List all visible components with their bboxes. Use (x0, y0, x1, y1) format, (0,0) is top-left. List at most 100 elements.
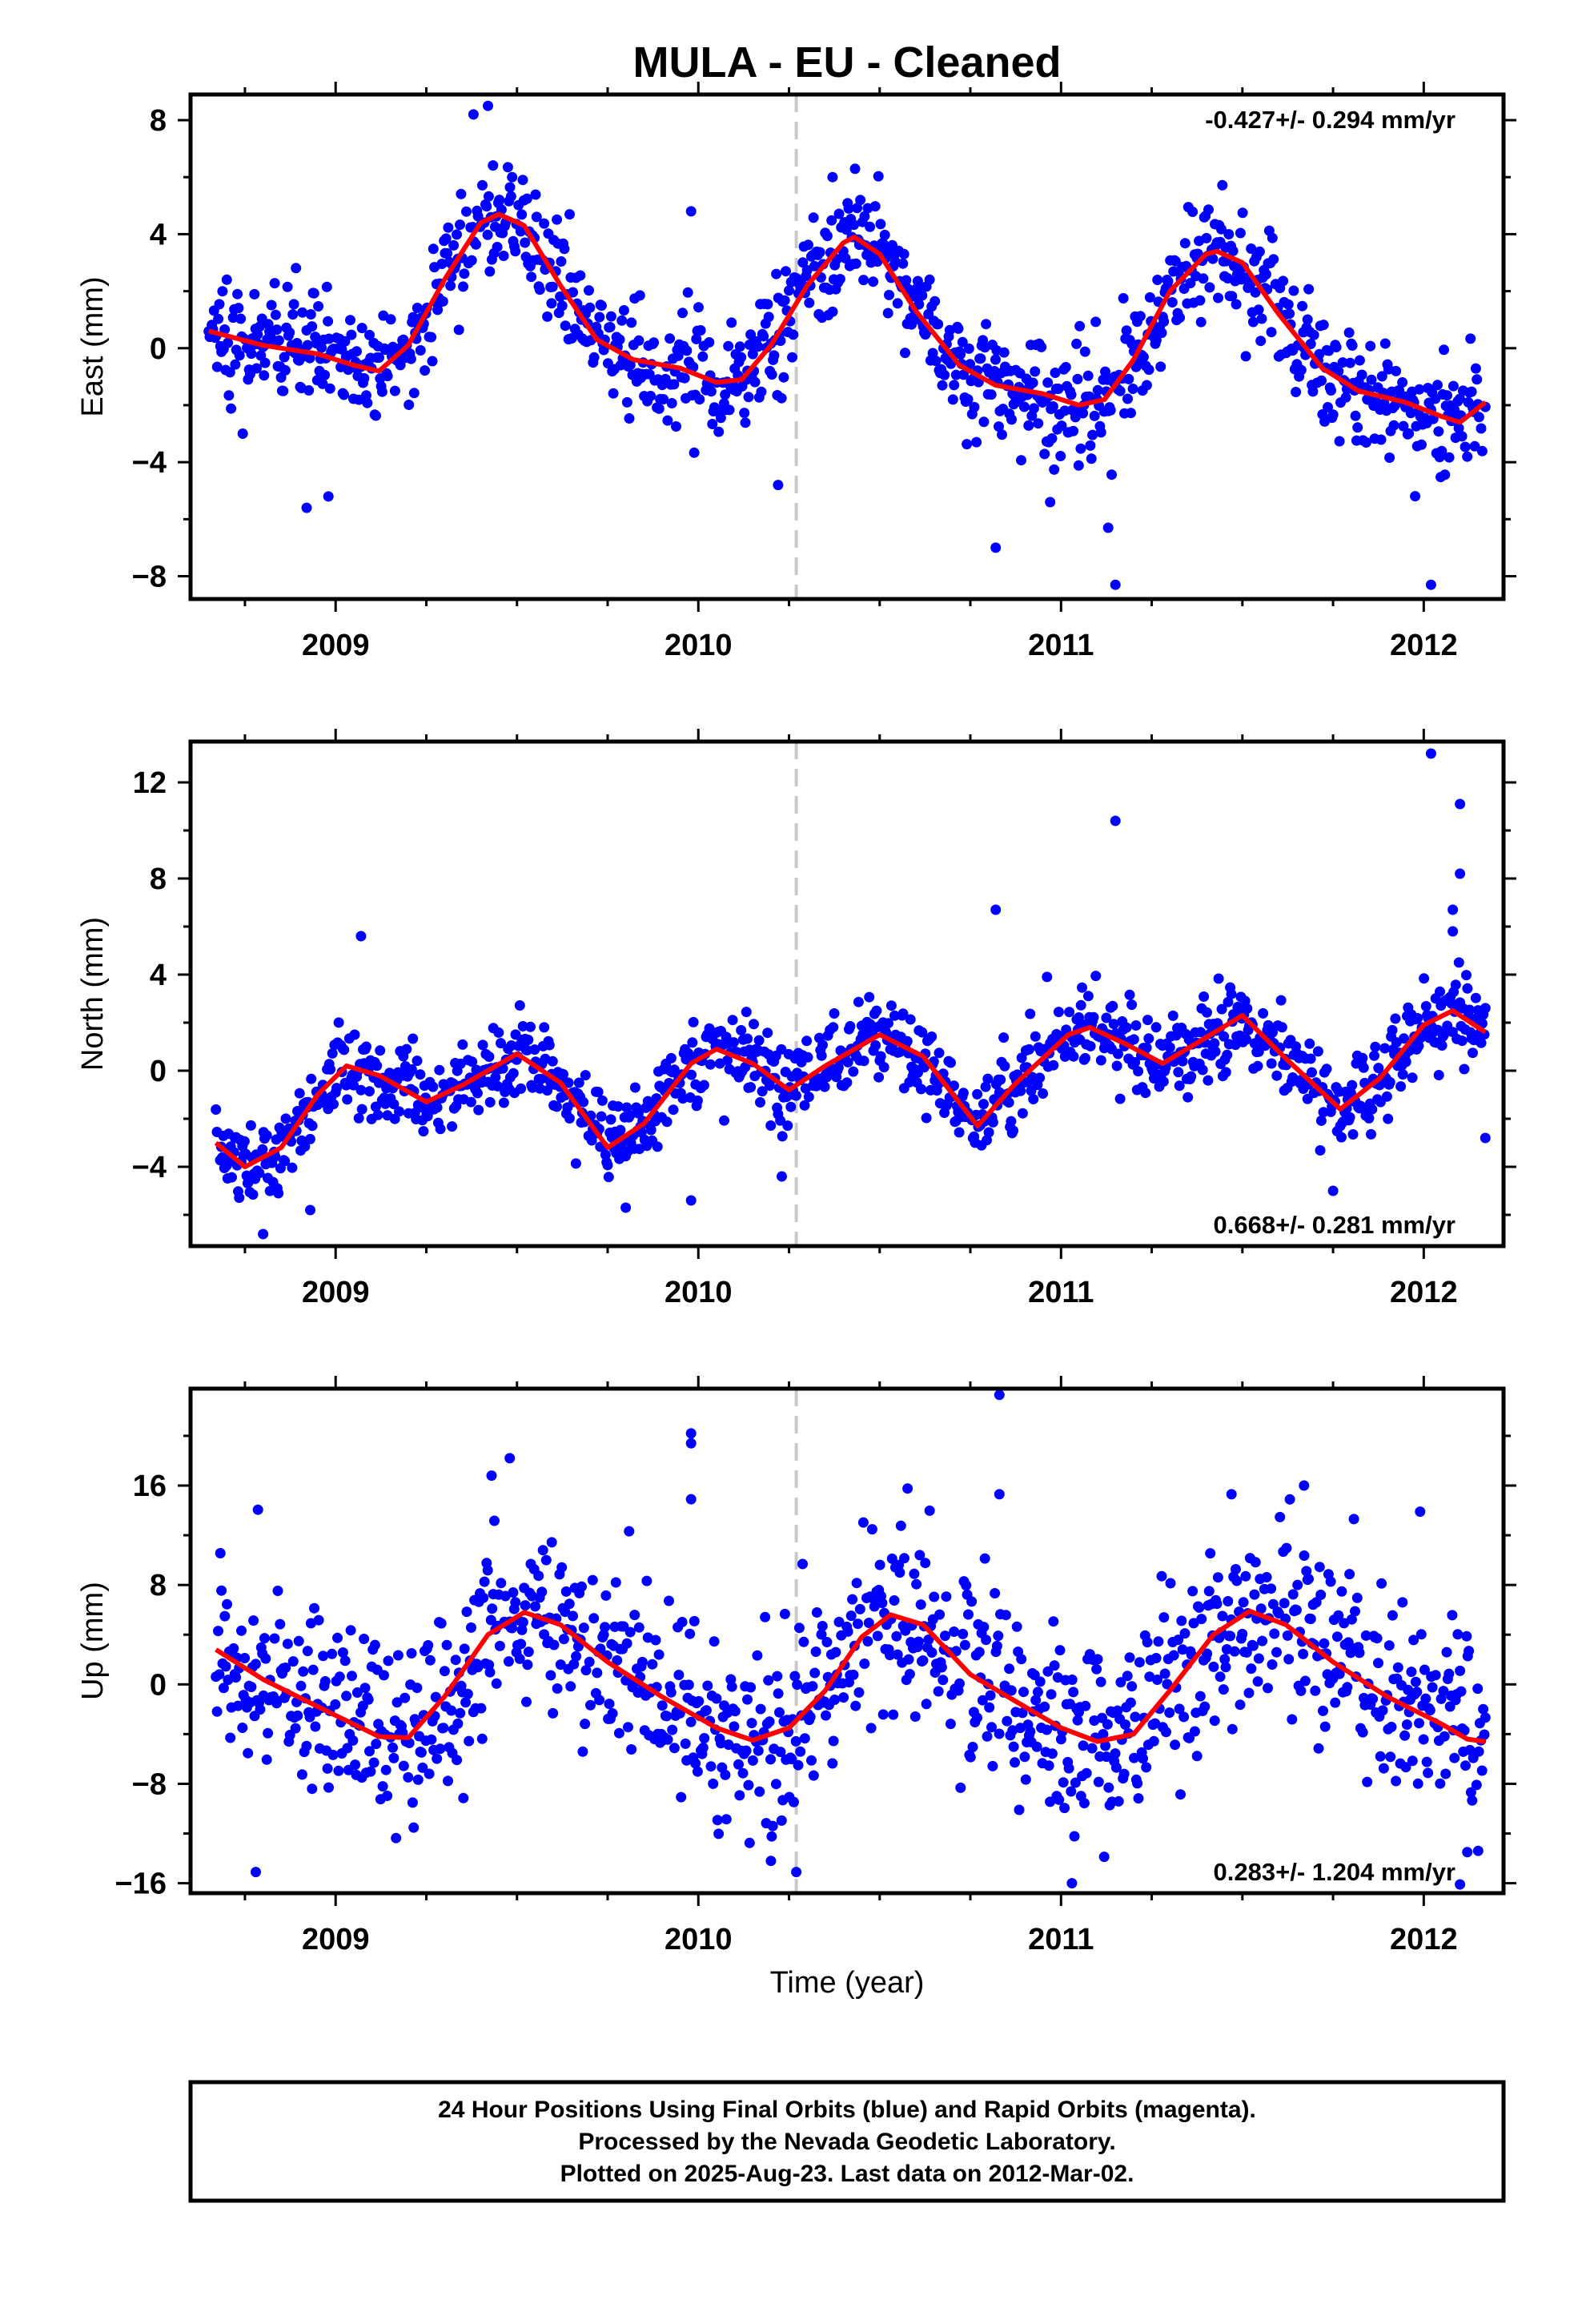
y-tick-label: 0 (150, 1668, 167, 1702)
data-point (1464, 1646, 1475, 1657)
data-point (924, 274, 935, 285)
data-point (1383, 1640, 1395, 1651)
data-point (698, 1080, 709, 1091)
data-point (873, 171, 884, 182)
data-point (1304, 1038, 1315, 1049)
data-point (412, 1774, 424, 1785)
data-point (1020, 1774, 1031, 1785)
data-point (691, 333, 702, 344)
data-point (560, 1586, 572, 1597)
data-point (962, 439, 973, 450)
data-point (568, 287, 578, 298)
data-point (1456, 431, 1468, 442)
data-point (295, 1680, 307, 1691)
data-point (385, 314, 396, 325)
data-point (1231, 299, 1242, 310)
data-point (1455, 1879, 1466, 1890)
data-point (1056, 420, 1067, 432)
data-point (1008, 1741, 1019, 1752)
data-point (313, 1614, 324, 1626)
data-point (994, 1389, 1005, 1401)
data-point (694, 394, 705, 405)
data-point (1238, 1597, 1249, 1608)
data-point (841, 1077, 853, 1088)
data-point (1124, 989, 1135, 1000)
data-point (211, 361, 223, 372)
data-point (1155, 361, 1166, 372)
data-point (773, 480, 784, 491)
figure-title: MULA - EU - Cleaned (632, 38, 1061, 86)
data-point (1207, 253, 1219, 264)
data-point (962, 394, 974, 405)
data-point (547, 281, 558, 292)
data-point (1156, 1570, 1167, 1582)
data-point (1418, 1734, 1429, 1745)
data-point (542, 311, 553, 322)
data-point (915, 1599, 926, 1610)
data-point (1231, 1575, 1243, 1586)
data-point (1336, 1132, 1347, 1143)
data-point (237, 1723, 248, 1733)
data-point (296, 1769, 307, 1780)
data-point (1082, 370, 1094, 381)
x-tick-label: 2009 (302, 1276, 370, 1309)
data-point (484, 1096, 496, 1108)
data-point (618, 305, 629, 316)
data-point (1455, 868, 1466, 879)
data-point (793, 1759, 804, 1771)
data-point (994, 1728, 1005, 1739)
data-point (874, 1559, 885, 1570)
data-point (990, 542, 1002, 553)
data-point (1179, 238, 1191, 249)
data-point (580, 1719, 591, 1730)
data-point (1257, 1635, 1268, 1647)
data-point (1455, 1665, 1466, 1676)
data-point (656, 1700, 668, 1711)
data-point (1235, 1699, 1246, 1711)
data-point (1204, 282, 1215, 293)
data-point (1034, 1676, 1046, 1687)
data-point (776, 1815, 787, 1826)
data-point (1470, 992, 1481, 1003)
data-point (280, 1113, 291, 1124)
data-point (455, 219, 465, 231)
data-point (424, 1655, 436, 1666)
data-point (1367, 1104, 1378, 1115)
plot-frame (188, 1386, 1506, 1896)
data-point (1219, 1031, 1230, 1042)
data-point (697, 1742, 709, 1753)
data-point (1082, 991, 1094, 1002)
data-point (496, 1038, 506, 1049)
data-point (441, 1639, 452, 1651)
data-point (1383, 1113, 1394, 1124)
data-point (852, 203, 863, 214)
data-point (799, 1733, 810, 1744)
data-point (1327, 1185, 1339, 1196)
data-point (869, 1601, 880, 1612)
data-point (355, 931, 367, 942)
data-point (953, 323, 964, 334)
data-point (615, 1124, 626, 1136)
y-tick-label: −8 (132, 561, 167, 594)
data-point (1388, 420, 1399, 431)
data-point (819, 1081, 830, 1092)
data-point (685, 1494, 697, 1505)
data-point (1003, 1097, 1014, 1108)
data-point (849, 163, 861, 175)
data-point (771, 268, 782, 279)
data-point (662, 1734, 673, 1745)
data-point (1343, 327, 1355, 338)
data-point (592, 1667, 603, 1679)
data-point (1188, 1618, 1199, 1629)
data-point (1165, 1578, 1176, 1589)
data-point (773, 1688, 784, 1699)
data-point (423, 1640, 434, 1651)
data-point (1370, 1041, 1381, 1052)
x-tick-label: 2010 (665, 1276, 733, 1309)
data-point (327, 1648, 338, 1659)
data-point (872, 1630, 883, 1642)
data-point (1185, 278, 1196, 288)
data-point (926, 1031, 938, 1042)
data-point (1476, 423, 1487, 434)
data-point (923, 1634, 934, 1645)
